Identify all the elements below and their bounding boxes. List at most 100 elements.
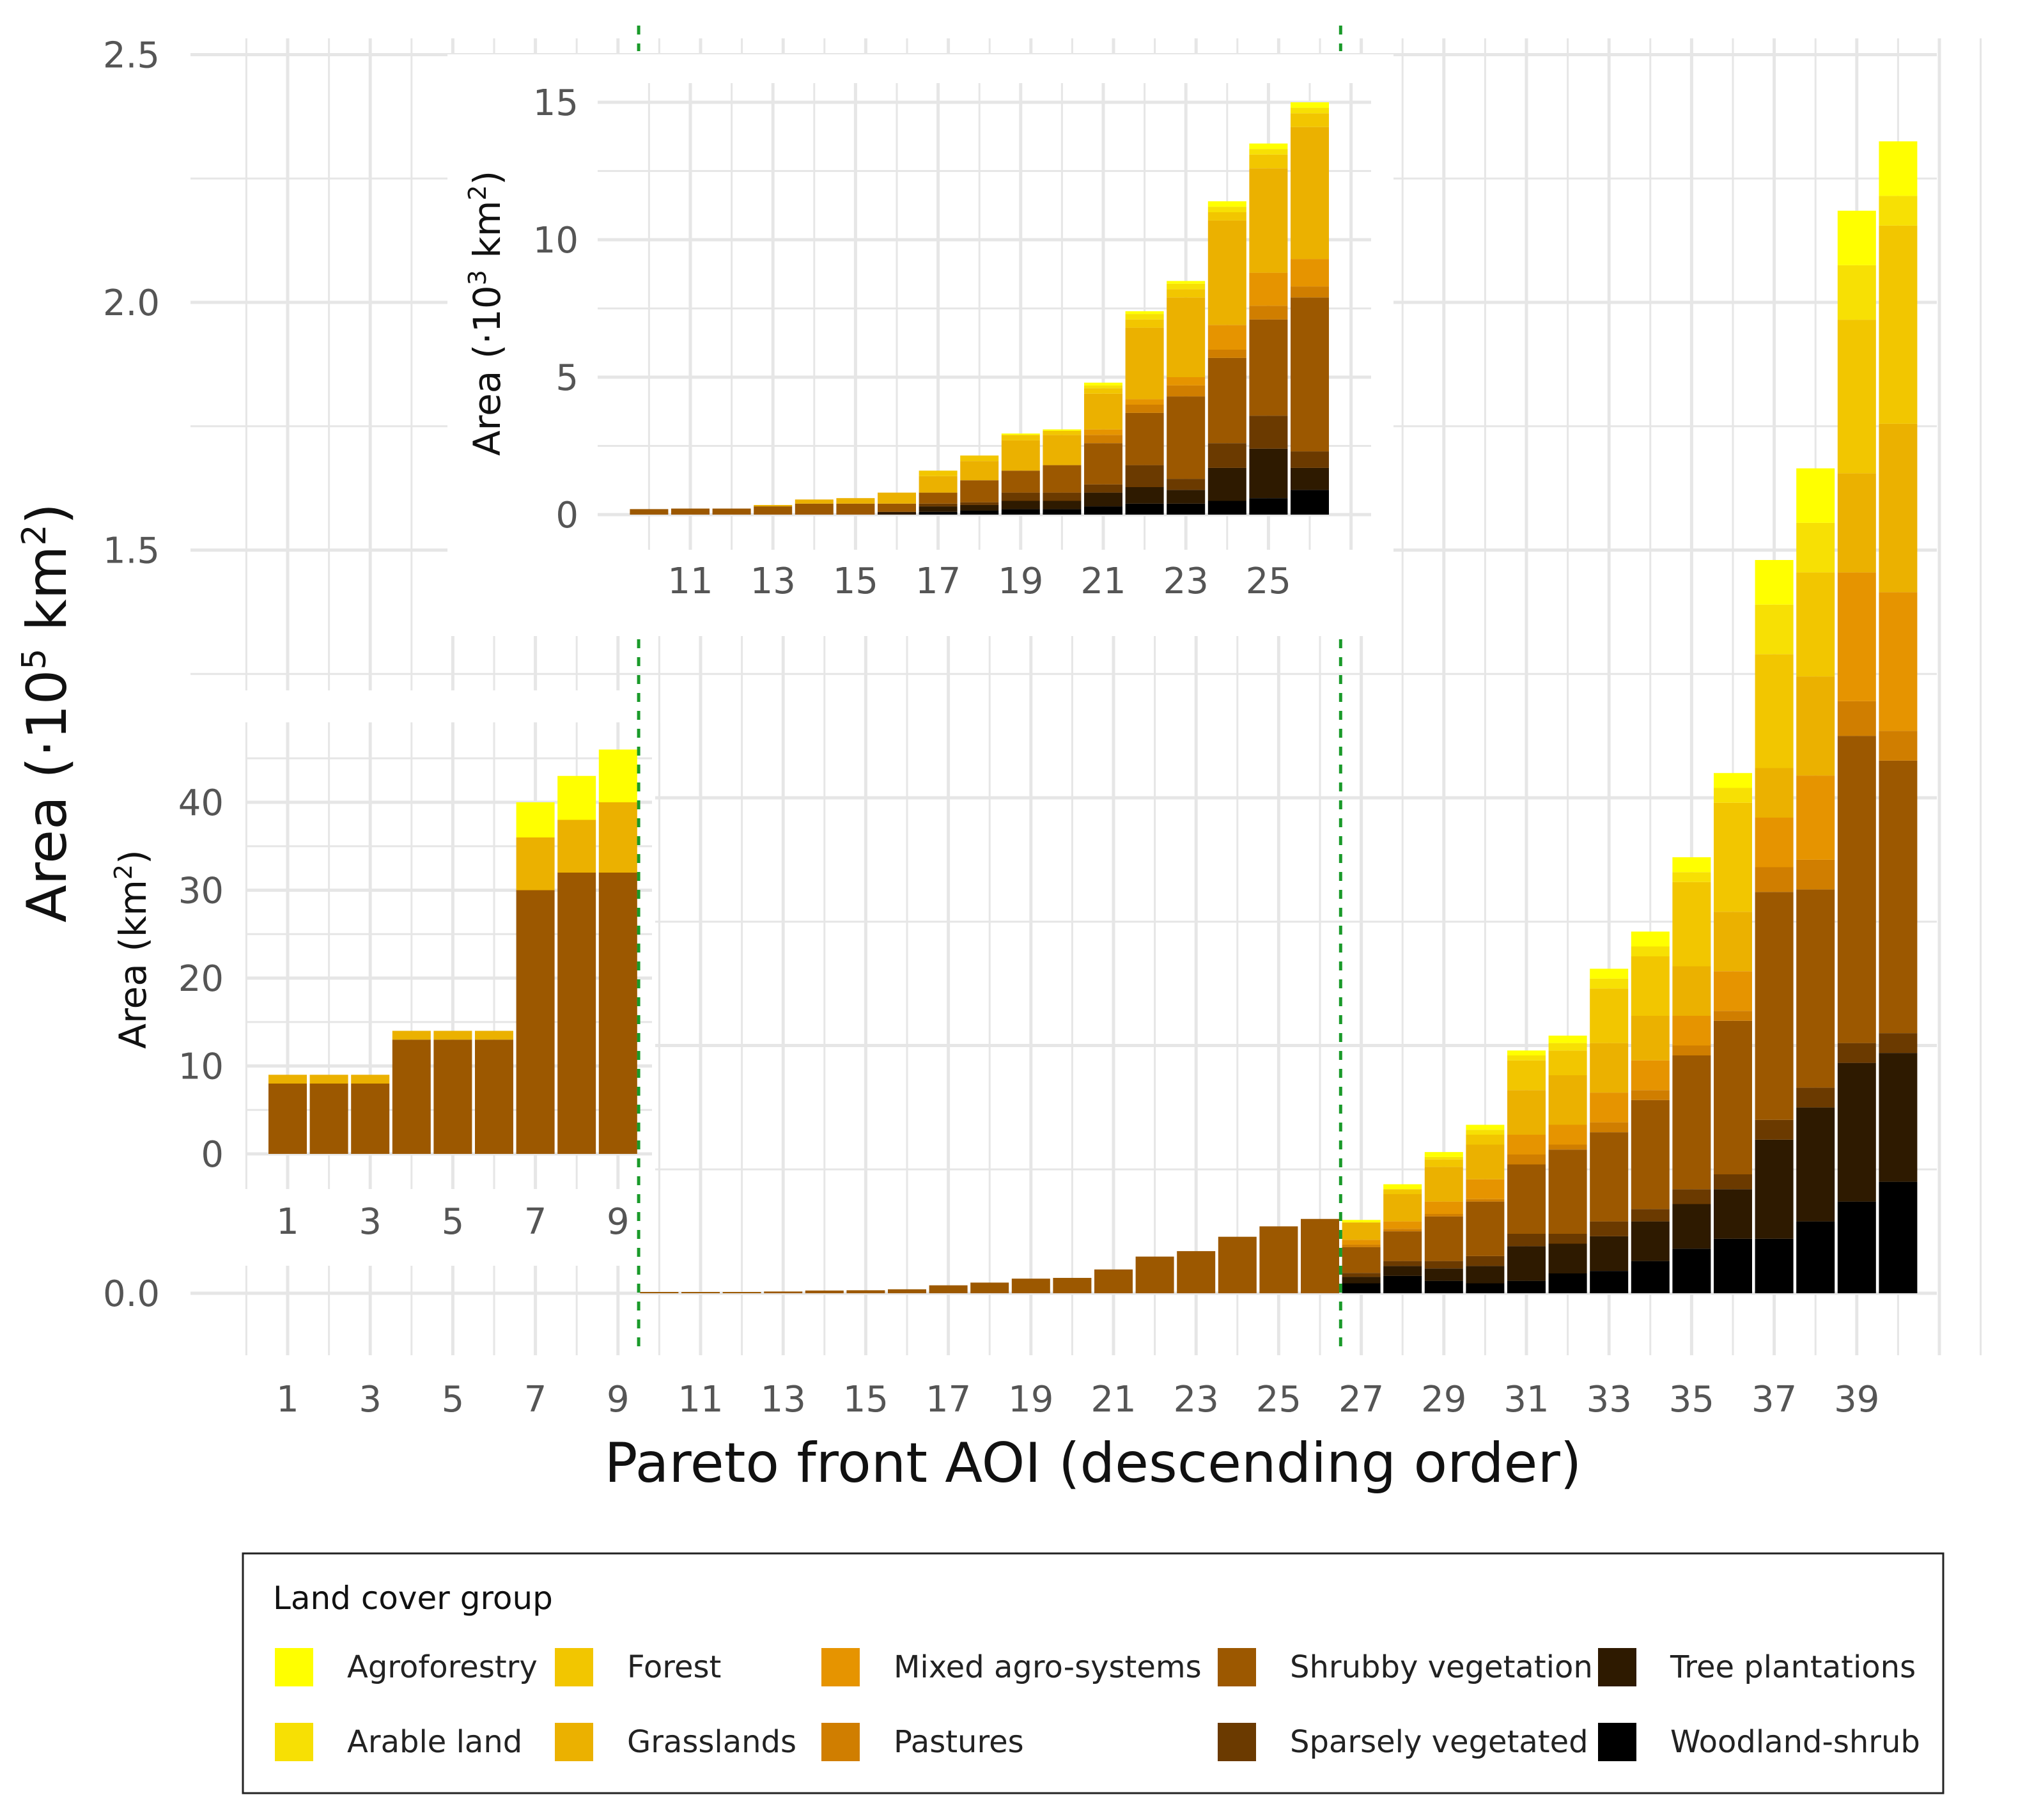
main-bar-segment (1837, 320, 1876, 474)
main-bar-segment (1631, 1261, 1670, 1293)
main-x-tick: 19 (1008, 1379, 1053, 1420)
main-bar-segment (1590, 978, 1629, 989)
inset-mid-bar-segment (1084, 429, 1122, 435)
main-x-tick: 35 (1669, 1379, 1714, 1420)
main-x-tick: 3 (359, 1379, 382, 1420)
main-bar-segment (1796, 522, 1835, 573)
inset-mid-bar-segment (1001, 471, 1040, 493)
inset-mid-x-tick: 13 (750, 561, 796, 602)
inset-low-bar-segment (598, 802, 637, 873)
main-bar-segment (1837, 1201, 1876, 1293)
main-x-tick: 1 (276, 1379, 299, 1420)
main-bar-segment (1548, 1243, 1587, 1273)
main-bar-segment (1507, 1155, 1546, 1165)
inset-mid-bar-segment (1249, 319, 1288, 416)
inset-low-bar-segment (309, 1075, 348, 1084)
main-bar-segment (1466, 1283, 1505, 1293)
main-bar-segment (1466, 1124, 1505, 1130)
main-bar-segment (1548, 1234, 1587, 1244)
main-bar-segment (1507, 1234, 1546, 1247)
inset-mid-bar-segment (1291, 259, 1329, 287)
inset-mid-bar-segment (1001, 492, 1040, 501)
main-bar-segment (1466, 1179, 1505, 1199)
main-bar-segment (1879, 1033, 1918, 1054)
inset-low-bar-segment (309, 1084, 348, 1154)
main-bar-segment (1879, 1053, 1918, 1182)
inset-mid-bar-segment (919, 503, 958, 507)
main-bar-stub (1094, 1269, 1133, 1293)
inset-mid-bar-segment (1207, 325, 1246, 350)
inset-low-bar-segment (268, 1075, 307, 1084)
inset-mid-bar-segment (1167, 377, 1206, 385)
legend-label: Pastures (894, 1724, 1024, 1760)
main-bar-segment (1631, 1090, 1670, 1100)
threshold-lines (637, 26, 1342, 1349)
main-bar-segment (1383, 1231, 1422, 1261)
main-bar-segment (1796, 1087, 1835, 1108)
main-bar-segment (1631, 1060, 1670, 1091)
inset-mid-bar-segment (836, 498, 875, 504)
main-bar-segment (1342, 1240, 1381, 1245)
main-x-tick-labels: 1 3 5 7 9 11 13 15 17 19 21 23 25 27 29 31 33 35 37 39 (276, 1379, 1879, 1420)
inset-mid-bar-segment (960, 455, 999, 462)
main-y-tick: 2.5 (103, 35, 160, 77)
main-bar-segment (1796, 1221, 1835, 1293)
main-bar-segment (1342, 1247, 1381, 1273)
main-bar-segment (1466, 1201, 1505, 1256)
main-y-axis-title: Area (·105 km2) (15, 503, 79, 922)
inset-mid-bar-segment (1291, 467, 1329, 490)
main-x-tick: 25 (1256, 1379, 1301, 1420)
main-bar-segment (1590, 1093, 1629, 1123)
inset-mid-bar-segment (1084, 492, 1122, 507)
legend-swatch (821, 1648, 860, 1686)
main-bar-segment (1383, 1266, 1422, 1276)
inset-mid-bar-segment (1125, 327, 1164, 400)
main-bar-segment (1424, 1214, 1463, 1217)
main-bar-stub (1053, 1277, 1092, 1293)
inset-mid-bar-segment (1167, 385, 1206, 397)
main-bar-segment (1590, 988, 1629, 1043)
main-bar-segment (1672, 1204, 1711, 1249)
inset-mid-bar-segment (878, 492, 916, 504)
legend-label: Tree plantations (1670, 1649, 1916, 1685)
legend-label: Shrubby vegetation (1290, 1649, 1593, 1685)
inset-low-bar-segment (557, 820, 596, 873)
main-bar-segment (1548, 1144, 1587, 1150)
inset-low-bar-segment (351, 1084, 390, 1154)
main-bar-segment (1755, 1139, 1794, 1239)
main-bar-segment (1424, 1152, 1463, 1157)
inset-mid-bar-segment (1207, 212, 1246, 221)
main-bar-segment (1342, 1222, 1381, 1240)
main-bar-segment (1672, 1016, 1711, 1046)
main-bar-segment (1837, 265, 1876, 320)
main-bar-segment (1466, 1135, 1505, 1145)
legend-swatch (1218, 1723, 1256, 1761)
main-x-tick: 7 (524, 1379, 547, 1420)
inset-mid-bar-segment (1291, 127, 1329, 260)
inset-low-bar-segment (351, 1075, 390, 1084)
inset-mid-bar-segment (1249, 306, 1288, 320)
inset-low-x-tick: 1 (276, 1201, 299, 1243)
main-bar-segment (1837, 701, 1876, 736)
main-x-tick: 21 (1090, 1379, 1136, 1420)
main-bar-segment (1879, 1181, 1918, 1293)
main-bar-segment (1590, 1221, 1629, 1236)
inset-mid-bar-segment (1207, 443, 1246, 468)
main-bar-stub (1218, 1236, 1257, 1293)
inset-mid-bar-segment (1043, 465, 1082, 493)
legend-label: Grasslands (627, 1724, 796, 1760)
inset-low-bar-segment (392, 1039, 431, 1154)
legend-swatch (555, 1723, 593, 1761)
inset-mid-bar-segment (1084, 393, 1122, 430)
inset-low-y-tick: 20 (178, 958, 224, 1000)
inset-mid-bar-segment (1207, 350, 1246, 358)
main-bar-segment (1755, 1119, 1794, 1140)
inset-low-bar-segment (598, 749, 637, 802)
main-bar-segment (1590, 1236, 1629, 1272)
legend-label: Woodland-shrub (1670, 1724, 1920, 1760)
inset-mid-bar-segment (754, 504, 793, 507)
inset-low-x-tick: 9 (607, 1201, 630, 1243)
main-bar-segment (1342, 1277, 1381, 1284)
inset-mid-bar-segment (712, 508, 751, 515)
inset-mid-bar-segment (1084, 385, 1122, 389)
